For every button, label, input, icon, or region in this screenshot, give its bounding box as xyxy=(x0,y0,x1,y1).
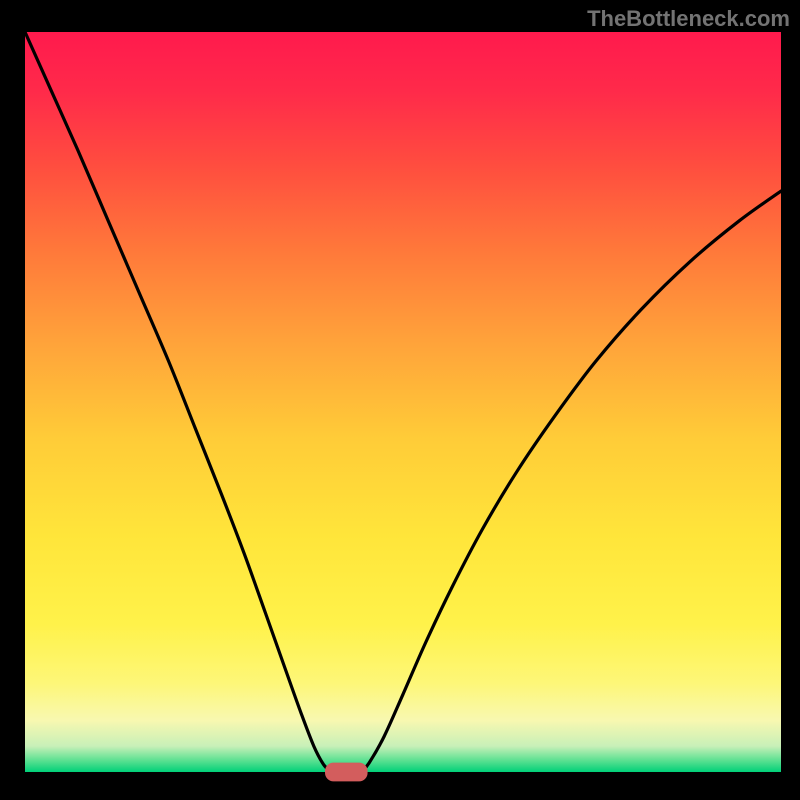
chart-container: TheBottleneck.com xyxy=(0,0,800,800)
plot-background xyxy=(25,32,781,772)
bottleneck-chart xyxy=(0,0,800,800)
valley-marker xyxy=(326,763,368,781)
watermark-text: TheBottleneck.com xyxy=(587,6,790,32)
